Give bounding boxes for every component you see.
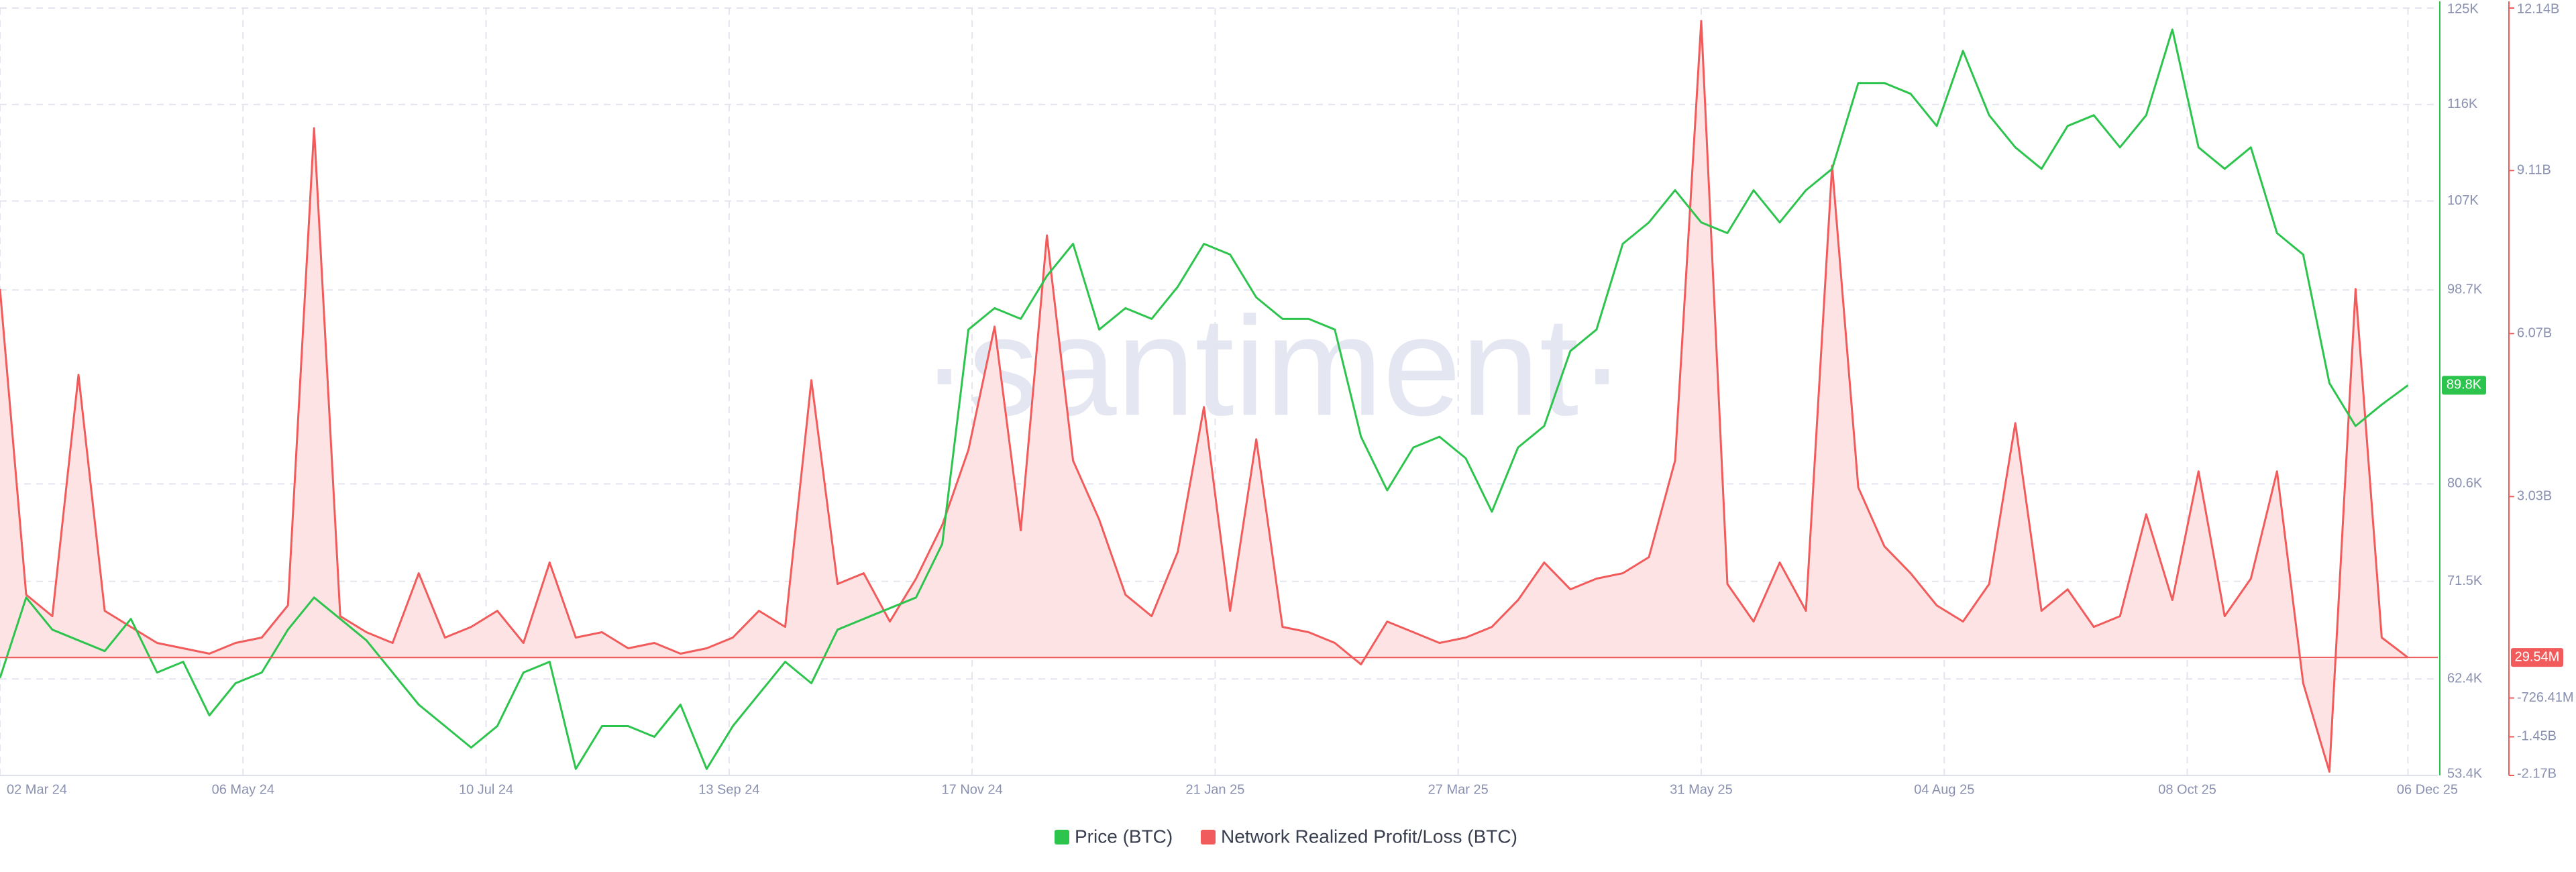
y2-tick-label: -1.45B: [2517, 729, 2557, 744]
y-tick-label: 107K: [2447, 193, 2479, 208]
legend-label: Network Realized Profit/Loss (BTC): [1221, 826, 1517, 847]
y2-tick-label: -2.17B: [2517, 766, 2557, 781]
area: [0, 21, 2408, 772]
x-tick-label: 02 Mar 24: [7, 782, 67, 797]
legend-label: Price (BTC): [1075, 826, 1173, 847]
last-value-badge: [2442, 376, 2486, 395]
y-tick-label: 125K: [2447, 1, 2479, 16]
y-tick-label: 62.4K: [2447, 671, 2483, 686]
x-tick-label: 06 Dec 25: [2397, 782, 2458, 797]
line: [0, 19, 2409, 773]
last-value-label: 29.54M: [2515, 649, 2560, 664]
y-tick-label: 80.6K: [2447, 476, 2483, 491]
last-value-badge: [2511, 648, 2563, 667]
y-tick-label: 53.4K: [2447, 766, 2483, 781]
y2-tick-label: 3.03B: [2517, 489, 2552, 504]
x-tick-label: 06 May 24: [212, 782, 274, 797]
y-tick-label: 71.5K: [2447, 574, 2483, 588]
x-tick-label: 31 May 25: [1670, 782, 1732, 797]
y-tick-label: 98.7K: [2447, 282, 2483, 296]
legend-swatch: [1201, 830, 1216, 844]
x-tick-label: 17 Nov 24: [942, 782, 1003, 797]
y-tick-label: 116K: [2447, 97, 2478, 111]
x-tick-label: 08 Oct 25: [2158, 782, 2216, 797]
last-value-label: 89.8K: [2447, 378, 2482, 392]
x-tick-label: 27 Mar 25: [1428, 782, 1489, 797]
x-tick-label: 13 Sep 24: [698, 782, 759, 797]
legend-swatch: [1055, 830, 1069, 844]
x-tick-label: 21 Jan 25: [1185, 782, 1244, 797]
y2-tick-label: -726.41M: [2517, 690, 2574, 705]
x-tick-label: 04 Aug 25: [1914, 782, 1974, 797]
y2-tick-label: 12.14B: [2517, 1, 2559, 16]
y2-tick-label: 6.07B: [2517, 326, 2552, 341]
y2-tick-label: 9.11B: [2517, 163, 2551, 178]
x-tick-label: 10 Jul 24: [459, 782, 513, 797]
line: [0, 28, 2409, 770]
